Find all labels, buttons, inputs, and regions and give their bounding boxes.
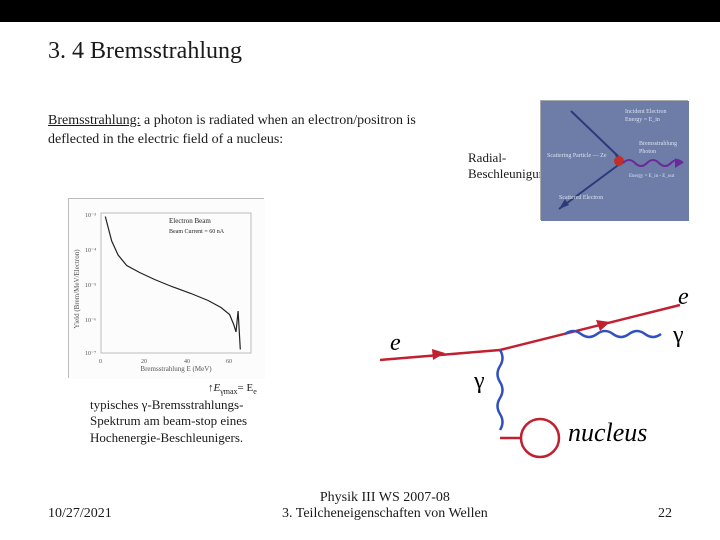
spectrum-caption: typisches γ-Bremsstrahlungs-Spektrum am …: [90, 397, 290, 446]
definition-paragraph: Bremsstrahlung: a photon is radiated whe…: [48, 112, 458, 150]
nucleus-dot: [614, 156, 624, 166]
incident-text-2: Energy = E_in: [625, 117, 660, 123]
footer-page: 22: [658, 506, 672, 522]
top-black-band: [0, 0, 720, 22]
emitted-photon-squiggle: [565, 331, 661, 337]
svg-text:10⁻⁶: 10⁻⁶: [85, 318, 96, 324]
svg-text:10⁻⁷: 10⁻⁷: [85, 351, 96, 357]
brems-text-3: Energy = E_in - E_out: [629, 174, 675, 179]
feynman-svg: [380, 290, 700, 460]
label-gamma-left: γ: [474, 368, 485, 395]
label-e-in: e: [390, 330, 401, 357]
electron-out-arrow-icon: [596, 320, 610, 331]
scattering-svg: Incident Electron Energy = E_in Scatteri…: [541, 101, 689, 221]
brems-text-1: Bremsstrahlung: [639, 141, 677, 147]
nucleus-circle: [521, 419, 559, 457]
svg-text:10⁻⁴: 10⁻⁴: [85, 248, 96, 254]
svg-text:10⁻³: 10⁻³: [85, 213, 96, 219]
svg-text:10⁻⁵: 10⁻⁵: [85, 283, 96, 289]
svg-text:0: 0: [99, 359, 102, 365]
emax-mid: = E: [238, 382, 254, 394]
scattered-text: Scattered Electron: [559, 195, 603, 201]
definition-head: Bremsstrahlung:: [48, 113, 141, 128]
footer: 10/27/2021 Physik III WS 2007-08 3. Teil…: [0, 490, 720, 522]
spectrum-xlabel: Bremsstrahlung E (MeV): [140, 365, 212, 373]
feynman-diagram: e e γ γ nucleus: [380, 290, 700, 460]
scatter-particle-text: Scattering Particle — Ze: [547, 153, 607, 159]
footer-center-line2: 3. Teilcheneigenschaften von Wellen: [112, 506, 658, 522]
section-title: 3. 4 Bremsstrahlung: [48, 38, 242, 65]
virtual-photon-squiggle: [498, 350, 503, 430]
spectrum-legend: Beam Current = 60 nA: [169, 229, 225, 235]
label-e-out: e: [678, 284, 689, 311]
emax-sub2: e: [253, 387, 257, 396]
brems-text-2: Photon: [639, 149, 656, 155]
spectrum-bg: [69, 199, 265, 379]
svg-text:40: 40: [184, 359, 190, 365]
svg-text:60: 60: [226, 359, 232, 365]
spectrum-ylabel: Yield (Brem/MeV/Electron): [73, 249, 81, 329]
label-nucleus: nucleus: [568, 418, 647, 448]
footer-center-line1: Physik III WS 2007-08: [112, 490, 658, 506]
spectrum-plot: Yield (Brem/MeV/Electron) Bremsstrahlung…: [68, 198, 264, 378]
emax-annotation: ↑Eγmax= Ee: [208, 382, 257, 396]
footer-center: Physik III WS 2007-08 3. Teilcheneigensc…: [112, 490, 658, 522]
spectrum-title: Electron Beam: [169, 217, 211, 225]
electron-out-line: [500, 305, 680, 350]
radial-line1: Radial-: [468, 150, 506, 165]
spectrum-svg: Yield (Brem/MeV/Electron) Bremsstrahlung…: [69, 199, 265, 379]
label-gamma-right: γ: [673, 322, 684, 349]
emax-sub1: γmax: [220, 387, 237, 396]
scattering-diagram: Incident Electron Energy = E_in Scatteri…: [540, 100, 688, 220]
footer-date: 10/27/2021: [48, 506, 112, 522]
svg-text:20: 20: [141, 359, 147, 365]
incident-text-1: Incident Electron: [625, 109, 666, 115]
